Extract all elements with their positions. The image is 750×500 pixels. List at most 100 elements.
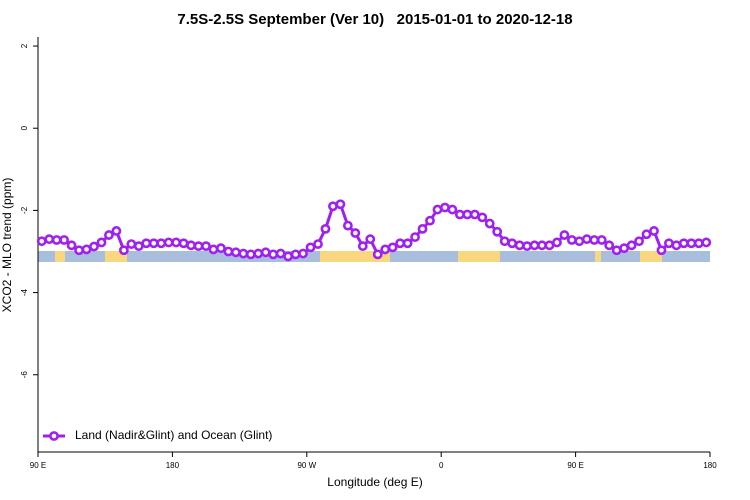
point <box>253 248 264 259</box>
x-axis-label: Longitude (deg E) <box>327 475 422 489</box>
point <box>74 245 84 256</box>
land-band <box>105 251 127 262</box>
point <box>492 226 503 237</box>
x-tick-label: 180 <box>703 461 717 470</box>
point <box>484 218 495 229</box>
y-tick-label: -2 <box>20 206 29 214</box>
chart-title: 7.5S-2.5S September (Ver 10) 2015-01-01 … <box>177 11 572 28</box>
y-tick-label: 0 <box>20 125 29 130</box>
y-axis-label: XCO2 - MLO trend (ppm) <box>0 178 14 313</box>
point <box>36 236 47 247</box>
point <box>641 229 652 240</box>
point <box>559 230 570 240</box>
point <box>589 235 600 245</box>
point <box>581 234 592 245</box>
point <box>89 241 99 252</box>
point <box>148 238 159 249</box>
point <box>447 204 458 215</box>
point <box>290 249 301 260</box>
point <box>342 220 353 231</box>
point <box>425 215 435 226</box>
point <box>357 241 368 252</box>
point <box>410 232 420 243</box>
point <box>514 240 525 251</box>
point <box>178 238 189 249</box>
point <box>171 237 182 248</box>
point <box>372 249 383 260</box>
point <box>163 237 174 248</box>
point <box>380 244 391 255</box>
x-tick-label: 180 <box>166 461 180 470</box>
point <box>417 223 428 234</box>
point <box>59 235 70 245</box>
point <box>507 238 518 249</box>
y-tick-label: -6 <box>20 371 29 379</box>
land-band <box>595 251 601 262</box>
point <box>462 209 473 220</box>
point <box>499 236 510 247</box>
point <box>574 236 585 247</box>
point <box>693 238 704 249</box>
point <box>51 235 62 245</box>
point <box>260 247 271 258</box>
legend-label: Land (Nadir&Glint) and Ocean (Glint) <box>75 428 272 442</box>
point <box>96 237 107 248</box>
x-tick-label: 90 E <box>30 461 46 470</box>
point <box>649 226 659 236</box>
point <box>469 209 480 220</box>
point <box>186 240 196 251</box>
point <box>111 226 122 236</box>
point <box>44 234 55 245</box>
point <box>477 212 488 223</box>
point <box>313 239 323 249</box>
y-tick-label: 2 <box>20 43 29 48</box>
point <box>440 202 450 213</box>
point <box>268 249 279 260</box>
point <box>208 244 219 255</box>
legend-marker <box>49 431 59 441</box>
point <box>305 242 316 253</box>
point <box>387 242 398 253</box>
point <box>126 239 137 249</box>
land-band <box>458 251 500 262</box>
point <box>350 228 361 238</box>
point <box>328 201 338 212</box>
point <box>201 241 211 252</box>
point <box>133 241 144 252</box>
x-tick-label: 0 <box>439 461 444 470</box>
point <box>335 199 346 210</box>
point <box>664 238 674 249</box>
point <box>104 230 114 240</box>
point <box>395 238 406 249</box>
land-band <box>320 251 390 262</box>
point <box>671 240 682 251</box>
point <box>298 248 308 259</box>
point <box>522 241 532 252</box>
point <box>656 245 667 256</box>
point <box>238 248 249 259</box>
point <box>537 240 547 251</box>
point <box>230 247 241 258</box>
point <box>66 240 77 251</box>
point <box>634 236 644 247</box>
point <box>552 237 562 248</box>
point <box>141 238 152 249</box>
point <box>365 234 376 245</box>
x-tick-label: 90 W <box>297 461 316 470</box>
point <box>156 238 167 249</box>
point <box>320 223 331 234</box>
point <box>619 243 630 254</box>
point <box>245 249 256 260</box>
point <box>604 240 615 251</box>
point <box>454 209 465 220</box>
point <box>283 251 294 262</box>
point <box>216 243 226 254</box>
point <box>678 238 689 249</box>
point <box>611 245 622 256</box>
y-tick-label: -4 <box>20 288 29 296</box>
point <box>626 240 637 251</box>
point <box>81 244 92 255</box>
point <box>223 246 234 257</box>
point <box>701 237 712 248</box>
